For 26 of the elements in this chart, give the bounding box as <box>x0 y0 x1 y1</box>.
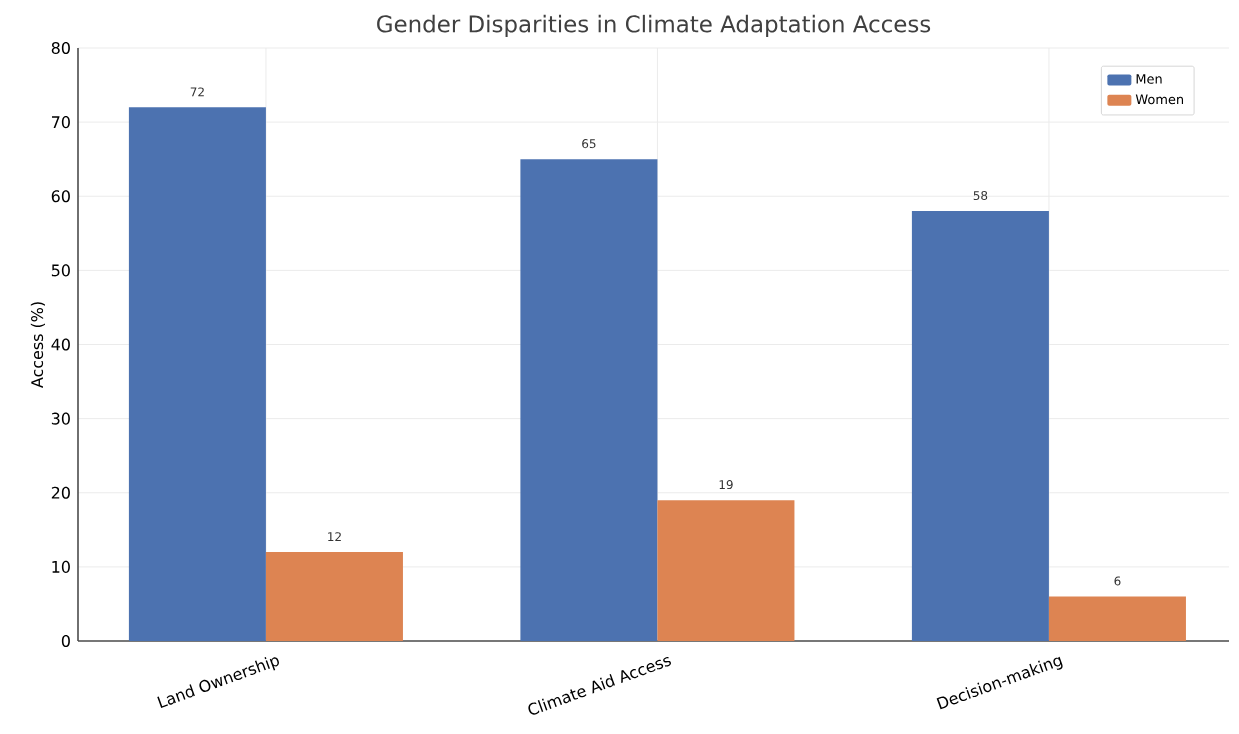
legend-label: Men <box>1136 74 1162 84</box>
legend-label: Women <box>1135 94 1184 105</box>
chart-title: Gender Disparities in Climate Adaptation Access <box>377 14 931 37</box>
bar <box>657 500 795 641</box>
data-label: 58 <box>973 190 988 201</box>
y-tick-label: 80 <box>51 41 70 55</box>
y-tick-label: 10 <box>52 560 70 573</box>
data-label: 72 <box>190 87 204 97</box>
y-axis-title: Access (%) <box>30 302 45 388</box>
y-tick-label: 50 <box>51 264 70 277</box>
bar <box>128 107 266 641</box>
y-tick-label: 40 <box>51 338 70 351</box>
bar <box>520 159 658 641</box>
y-tick-label: 60 <box>51 190 70 203</box>
data-label: 6 <box>1114 576 1121 586</box>
x-tick-label: Climate Aid Access <box>528 656 671 715</box>
y-tick-label: 70 <box>51 116 70 129</box>
data-label: 19 <box>719 480 733 490</box>
y-tick-label: 30 <box>51 412 70 425</box>
bar <box>1048 596 1186 641</box>
y-tick-label: 20 <box>51 486 70 499</box>
data-label: 65 <box>582 139 596 149</box>
data-label: 12 <box>328 532 341 542</box>
bar <box>911 211 1049 641</box>
bar <box>265 552 403 641</box>
y-tick-label: 0 <box>61 634 70 648</box>
